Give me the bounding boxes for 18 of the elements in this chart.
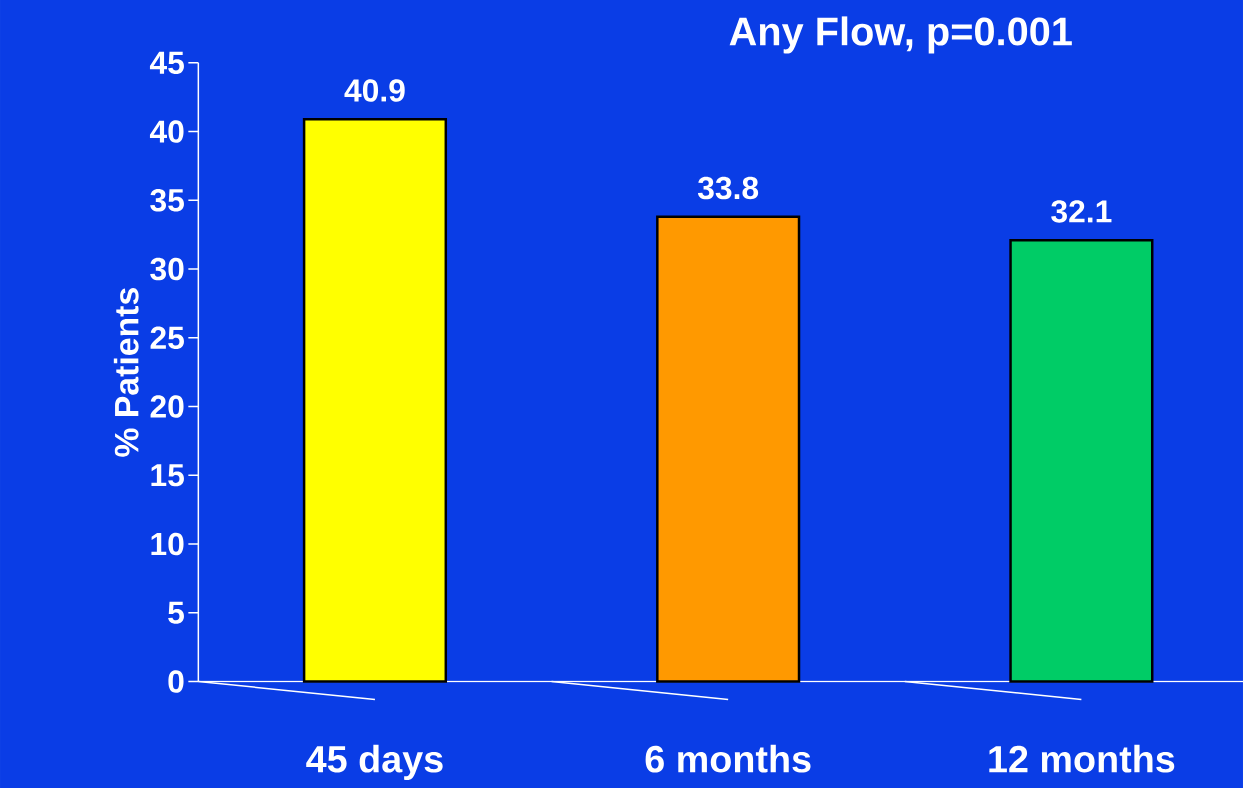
y-tick-label: 45 [149, 51, 184, 74]
y-tick-label: 20 [150, 395, 184, 418]
y-axis-title: % Patients [113, 288, 139, 457]
y-tick-label: 10 [151, 532, 184, 556]
x-tick-label: 45 days [306, 744, 443, 780]
y-tick-label: 0 [168, 670, 184, 693]
data-label: 33.8 [697, 176, 759, 200]
data-label: 40.9 [344, 79, 405, 102]
y-tick-label: 15 [151, 464, 184, 487]
y-tick-label: 30 [150, 257, 184, 281]
x-tick-label: 12 months [989, 744, 1175, 773]
chart-title: Any Flow, p=0.001 [729, 16, 1072, 54]
y-tick-label: 35 [150, 188, 184, 212]
y-tick-label: 40 [149, 120, 184, 143]
data-label: 32.1 [1051, 200, 1112, 223]
y-tick-label: 5 [168, 601, 184, 624]
x-tick-label: 6 months [645, 744, 811, 773]
y-tick-label: 25 [150, 326, 184, 349]
